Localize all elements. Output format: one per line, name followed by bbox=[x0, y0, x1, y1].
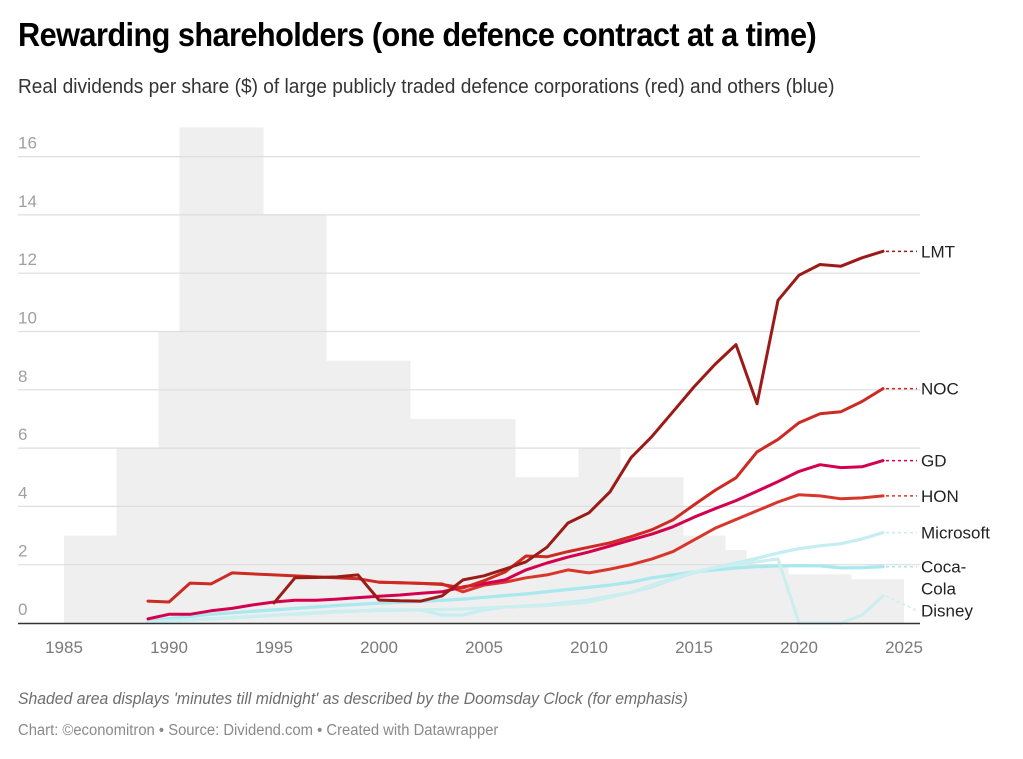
y-tick-label: 2 bbox=[18, 542, 27, 561]
footnote: Shaded area displays 'minutes till midni… bbox=[18, 690, 688, 708]
doomsday-step bbox=[116, 448, 159, 623]
y-tick-label: 10 bbox=[18, 309, 37, 328]
doomsday-step bbox=[64, 535, 117, 623]
series-labels: LMT NOC GD HON Microsoft Coca- Cola Disney bbox=[885, 242, 990, 621]
doomsday-step bbox=[578, 448, 621, 623]
doomsday-shaded-area bbox=[64, 127, 904, 623]
y-tick-label: 4 bbox=[18, 483, 27, 502]
x-axis-ticks: 1985 1990 1995 2000 2005 2010 2015 2020 2025 bbox=[45, 638, 923, 657]
series-line-gd bbox=[146, 459, 885, 621]
series-label-gd: GD bbox=[921, 452, 947, 471]
y-tick-label: 6 bbox=[18, 425, 27, 444]
doomsday-step bbox=[683, 535, 726, 623]
y-tick-label: 8 bbox=[18, 367, 27, 386]
series-line-noc bbox=[146, 387, 885, 604]
series-label-microsoft: Microsoft bbox=[921, 524, 990, 543]
x-tick-label: 2020 bbox=[780, 638, 818, 657]
series-line-hon bbox=[377, 493, 885, 594]
line-chart: 0 2 4 6 8 10 12 14 16 1985 1990 1995 2000 2005 2010 20… bbox=[18, 127, 990, 657]
series-label-coca-cola: Cola bbox=[921, 580, 957, 599]
x-tick-label: 2015 bbox=[675, 638, 713, 657]
x-tick-label: 1990 bbox=[150, 638, 188, 657]
series-line-coca-cola bbox=[146, 564, 885, 624]
y-tick-label: 16 bbox=[18, 134, 37, 153]
x-tick-label: 2005 bbox=[465, 638, 503, 657]
y-axis-ticks: 0 2 4 6 8 10 12 14 16 bbox=[18, 134, 37, 619]
source-credit: Chart: ©economitron • Source: Dividend.c… bbox=[18, 722, 499, 739]
series-line-lmt bbox=[272, 249, 885, 605]
x-tick-label: 2010 bbox=[570, 638, 608, 657]
doomsday-step bbox=[263, 214, 327, 623]
series-label-coca-cola: Coca- bbox=[921, 558, 966, 577]
series-label-lmt: LMT bbox=[921, 242, 955, 261]
x-tick-label: 1995 bbox=[255, 638, 293, 657]
x-tick-label: 2025 bbox=[885, 638, 923, 657]
doomsday-step bbox=[179, 127, 264, 623]
doomsday-step bbox=[788, 574, 852, 623]
series-label-noc: NOC bbox=[921, 380, 959, 399]
series-label-disney: Disney bbox=[921, 602, 973, 621]
chart-title: Rewarding shareholders (one defence cont… bbox=[18, 16, 817, 53]
doomsday-step bbox=[158, 331, 180, 623]
x-tick-label: 1985 bbox=[45, 638, 83, 657]
chart-subtitle: Real dividends per share ($) of large pu… bbox=[18, 76, 835, 98]
y-tick-label: 12 bbox=[18, 250, 37, 269]
y-tick-label: 0 bbox=[18, 600, 27, 619]
series-label-hon: HON bbox=[921, 487, 959, 506]
y-tick-label: 14 bbox=[18, 192, 37, 211]
x-tick-label: 2000 bbox=[360, 638, 398, 657]
